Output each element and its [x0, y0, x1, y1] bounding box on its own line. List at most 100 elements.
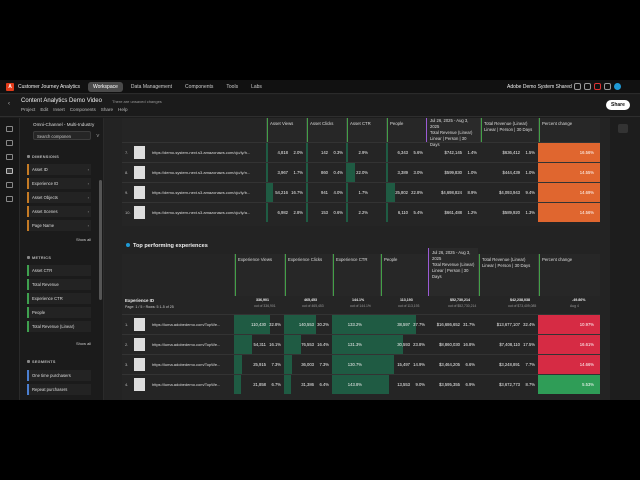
menu-edit[interactable]: Edit [40, 107, 49, 112]
table-row[interactable]: 7. https://demo-system-next.s3.amazonaws.… [122, 142, 600, 162]
col-header[interactable]: Total Revenue (Linear) Linear | Person |… [480, 118, 538, 142]
grid-icon[interactable] [604, 83, 611, 90]
col-header[interactable]: People [386, 118, 426, 142]
col-header[interactable]: Total Revenue (Linear) Linear | Person |… [478, 254, 538, 296]
asset-thumbnail[interactable] [134, 166, 145, 179]
menu-insert[interactable]: Insert [53, 107, 65, 112]
dimension-header[interactable]: Experience ID [125, 298, 155, 303]
components-icon[interactable] [6, 154, 13, 160]
table-row[interactable]: 2. https://luma.adobedemo.com/TopWe... 54,… [122, 334, 600, 354]
chevron-right-icon: › [87, 167, 89, 172]
settings-icon[interactable] [6, 196, 13, 202]
nav-tools[interactable]: Tools [226, 83, 239, 90]
table-icon[interactable] [6, 168, 13, 174]
asset-thumbnail[interactable] [134, 358, 145, 371]
nav-components[interactable]: Components [185, 83, 214, 90]
asset-thumbnail[interactable] [134, 338, 145, 351]
apps-icon[interactable] [574, 83, 581, 90]
col-header[interactable]: People [380, 254, 428, 296]
col-header[interactable]: Experience Views [234, 254, 284, 296]
project-title[interactable]: Content Analytics Demo Video [21, 98, 102, 104]
menu-project[interactable]: Project [21, 107, 36, 112]
list-icon[interactable] [6, 182, 13, 188]
nav-data-management[interactable]: Data Management [130, 83, 173, 90]
metric-cell: $661,488 1.2% [426, 203, 480, 222]
notifications-icon[interactable] [594, 83, 601, 90]
date-range-header[interactable]: Jul 26, 2025 - Aug 3, 2025 Total Revenue … [426, 118, 480, 147]
component-asset-id[interactable]: Asset ID › [27, 164, 91, 175]
panel-scrollbar[interactable] [99, 180, 102, 300]
metric-percent: 1.4% [467, 150, 477, 155]
component-experience-ctr[interactable]: Experience CTR [27, 293, 91, 304]
panels-icon[interactable] [6, 126, 13, 132]
component-page-name[interactable]: Page Name › [27, 220, 91, 231]
share-button[interactable]: Share [606, 100, 630, 110]
table-row[interactable]: 4. https://luma.adobedemo.com/TopWe... 21,… [122, 374, 600, 394]
row-url-link[interactable]: https://luma.adobedemo.com/TopWe... [152, 322, 221, 327]
nav-labs[interactable]: Labs [251, 83, 262, 90]
row-url-link[interactable]: https://demo-system-next.s3.amazonaws.co… [152, 210, 251, 215]
table-row[interactable]: 3. https://luma.adobedemo.com/TopWe... 25,… [122, 354, 600, 374]
row-url-link[interactable]: https://luma.adobedemo.com/TopWe... [152, 362, 221, 367]
menu-help[interactable]: Help [118, 107, 128, 112]
metric-bar [380, 355, 394, 374]
metric-value: 130.7% [347, 362, 362, 367]
date-range-header[interactable]: Jul 26, 2025 - Aug 3, 2025 Total Revenue … [428, 248, 478, 296]
search-input[interactable]: Search componen [33, 131, 91, 140]
component-asset-scenes[interactable]: Asset Scenes › [27, 206, 91, 217]
component-asset-objects[interactable]: Asset Objects › [27, 192, 91, 203]
metric-bar [234, 315, 270, 334]
help-icon[interactable] [584, 83, 591, 90]
metric-value: 2.2% [358, 210, 368, 215]
metric-cell: 1.7% [346, 183, 386, 202]
col-header[interactable]: Experience CTR [332, 254, 380, 296]
avatar[interactable] [614, 83, 621, 90]
show-all-metrics[interactable]: Show all [76, 341, 92, 346]
show-all-dimensions[interactable]: Show all [76, 237, 92, 242]
nav-workspace[interactable]: Workspace [87, 81, 123, 92]
asset-thumbnail[interactable] [134, 378, 145, 391]
menu-components[interactable]: Components [69, 107, 96, 112]
asset-thumbnail[interactable] [134, 318, 145, 331]
percent-change-value: 14.66% [579, 362, 594, 367]
component-total-revenue[interactable]: Total Revenue [27, 279, 91, 290]
row-url-link[interactable]: https://luma.adobedemo.com/TopWe... [152, 342, 221, 347]
col-header[interactable]: Experience Clicks [284, 254, 332, 296]
metric-cell: $7,408,110 17.5% [478, 335, 538, 354]
visualizations-icon[interactable] [6, 140, 13, 146]
asset-thumbnail[interactable] [134, 206, 145, 219]
menu-share[interactable]: Share [100, 107, 114, 112]
row-url-link[interactable]: https://demo-system-next.s3.amazonaws.co… [152, 150, 251, 155]
asset-thumbnail[interactable] [134, 186, 145, 199]
table-row[interactable]: 9. https://demo-system-next.s3.amazonaws.… [122, 182, 600, 202]
asset-thumbnail[interactable] [134, 146, 145, 159]
component-experience-id[interactable]: Experience ID › [27, 178, 91, 189]
comments-icon[interactable] [618, 124, 628, 133]
row-url-link[interactable]: https://demo-system-next.s3.amazonaws.co… [152, 170, 251, 175]
component-one-time-purchasers[interactable]: One time purchasers [27, 370, 91, 381]
back-icon[interactable]: ‹ [8, 101, 10, 107]
col-header[interactable]: Percent change [538, 118, 600, 142]
filter-icon[interactable]: ⋎ [96, 133, 100, 139]
col-header[interactable]: Asset CTR [346, 118, 386, 142]
table-row[interactable]: 10. https://demo-system-next.s3.amazonaws… [122, 202, 600, 222]
component-people[interactable]: People [27, 307, 91, 318]
col-header[interactable]: Percent change [538, 254, 600, 296]
metric-value: $3,464,205 [439, 362, 460, 367]
metric-value: 25,915 [253, 362, 266, 367]
component-repeat-purchasers[interactable]: Repeat purchasers [27, 384, 91, 395]
pager[interactable]: Page: 1 / 5 › Rows: 5 1-5 of 25 [125, 305, 174, 309]
org-switcher[interactable]: Adobe Demo System Shared [507, 84, 572, 90]
row-url-link[interactable]: https://luma.adobedemo.com/TopWe... [152, 382, 221, 387]
app-name: Customer Journey Analytics [18, 83, 80, 90]
collapse-icon[interactable] [126, 243, 130, 247]
row-url-link[interactable]: https://demo-system-next.s3.amazonaws.co… [152, 190, 251, 195]
metric-cell: $8,860,030 16.8% [428, 335, 478, 354]
table-row[interactable]: 1. https://luma.adobedemo.com/TopWe... 110… [122, 314, 600, 334]
dataview-selector[interactable]: Omni-Channel - Multi-Industry [33, 122, 95, 127]
table-row[interactable]: 8. https://demo-system-next.s3.amazonaws.… [122, 162, 600, 182]
col-header[interactable]: Asset Views [266, 118, 306, 142]
component-asset-ctr[interactable]: Asset CTR [27, 265, 91, 276]
col-header[interactable]: Asset Clicks [306, 118, 346, 142]
component-total-revenue-linear[interactable]: Total Revenue (Linear) [27, 321, 91, 332]
